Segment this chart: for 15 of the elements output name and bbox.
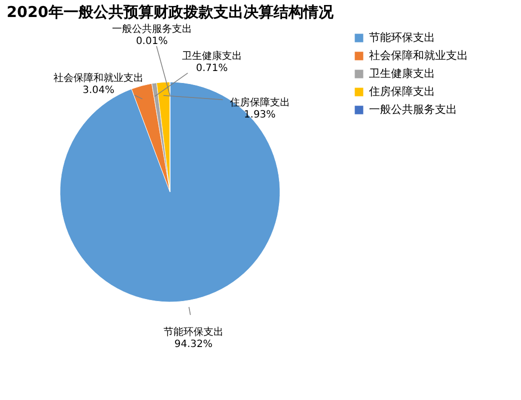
data-label: 0.01% [136,36,168,48]
slice-label: 卫生健康支出 [182,50,242,62]
data-label: 94.32% [174,338,213,350]
legend-label: 一般公共服务支出 [369,103,457,116]
data-label: 0.71% [196,63,228,74]
legend-label: 卫生健康支出 [369,67,435,80]
slice-label: 节能环保支出 [163,326,224,338]
data-label: 3.04% [82,85,114,96]
pie-slice [60,82,280,302]
legend-label: 住房保障支出 [369,85,435,98]
legend-label: 节能环保支出 [369,31,435,44]
slice-label: 社会保障和就业支出 [54,72,144,84]
legend-label: 社会保障和就业支出 [369,49,468,62]
chart-title: 2020年一般公共预算财政拨款支出决算结构情况 [6,3,334,22]
slice-label: 一般公共服务支出 [112,23,192,36]
